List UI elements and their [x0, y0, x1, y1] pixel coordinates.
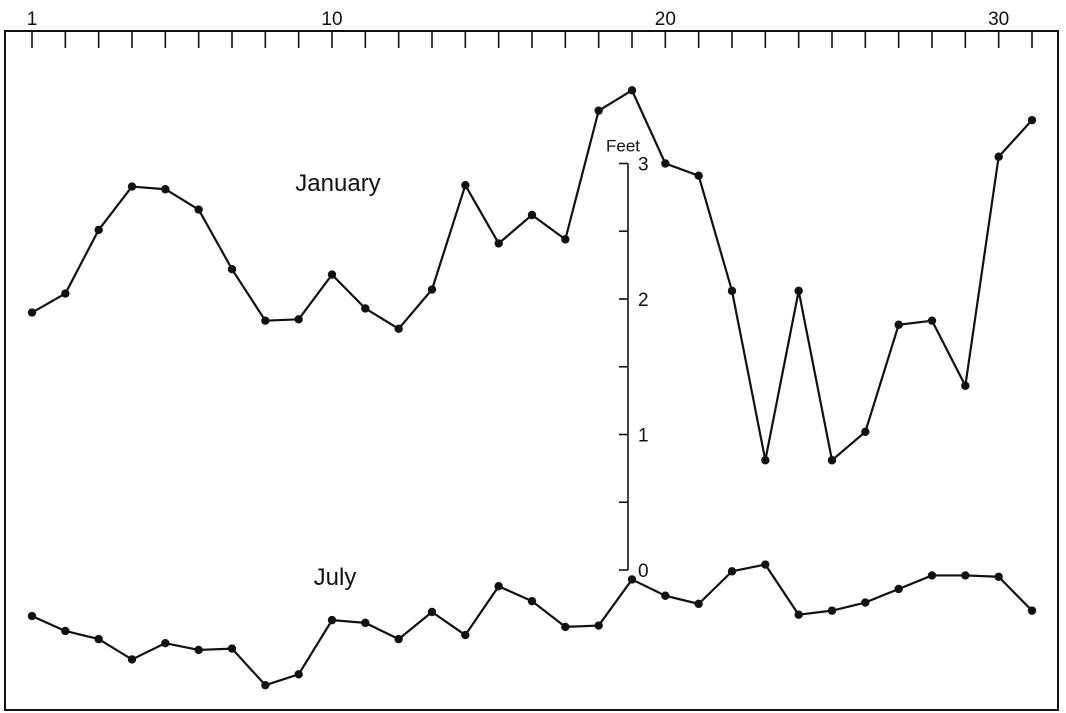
- july-line: [31, 563, 1033, 687]
- january-point: [427, 285, 437, 294]
- july-point: [127, 655, 137, 664]
- january-point: [961, 381, 970, 390]
- july-point: [461, 630, 470, 640]
- january-series-label: January: [295, 170, 380, 197]
- january-point: [27, 308, 37, 317]
- july-point: [561, 622, 570, 632]
- january-point: [561, 235, 570, 244]
- january-point: [261, 316, 270, 325]
- feet-tick-label: 0: [638, 561, 649, 582]
- day-labels: 1 10 20 30: [27, 9, 1010, 30]
- day-label: 20: [655, 9, 676, 30]
- july-point: [27, 611, 37, 621]
- january-point: [894, 320, 903, 329]
- day-label: 10: [321, 9, 342, 30]
- july-point: [894, 584, 903, 594]
- july-point: [427, 607, 437, 617]
- january-point: [361, 304, 370, 313]
- january-point: [761, 456, 770, 465]
- feet-tick-label: 2: [638, 290, 649, 311]
- january-point: [861, 427, 870, 436]
- day-label: 30: [988, 9, 1009, 30]
- january-point: [727, 286, 737, 296]
- july-point: [727, 567, 737, 576]
- july-point: [327, 615, 337, 625]
- january-point: [294, 315, 303, 324]
- january-point: [461, 180, 470, 190]
- series-january: January: [27, 86, 1037, 465]
- chart-frame: [4, 30, 1059, 711]
- january-point: [1027, 115, 1037, 125]
- july-point: [94, 634, 103, 644]
- january-point: [594, 106, 603, 115]
- january-point: [94, 225, 103, 235]
- series-layer: January July: [27, 86, 1037, 690]
- july-point: [794, 610, 803, 619]
- july-point: [261, 680, 270, 690]
- january-point: [227, 264, 237, 274]
- january-point: [61, 289, 70, 298]
- july-point: [761, 560, 770, 569]
- july-point: [294, 670, 303, 679]
- july-point: [161, 638, 170, 648]
- feet-axis: Feet 0 1 2 3: [606, 137, 649, 583]
- feet-tick-label: 1: [638, 426, 649, 447]
- january-point: [127, 182, 137, 191]
- july-point: [494, 582, 503, 591]
- january-point: [694, 171, 703, 180]
- july-point: [1027, 606, 1037, 615]
- january-point: [827, 456, 837, 465]
- feet-tick-label: 3: [638, 155, 649, 176]
- january-point: [927, 316, 937, 325]
- january-point: [794, 286, 803, 296]
- january-point: [627, 86, 637, 95]
- day-ticks: [31, 31, 1033, 48]
- january-point: [394, 324, 403, 334]
- july-point: [594, 621, 603, 630]
- july-point: [827, 606, 837, 615]
- january-point: [161, 185, 170, 194]
- january-point: [494, 239, 503, 248]
- july-point: [961, 571, 970, 580]
- july-point: [361, 618, 370, 628]
- feet-axis-label: Feet: [606, 137, 640, 156]
- series-july: July: [27, 560, 1037, 690]
- july-series-label: July: [314, 564, 357, 591]
- july-point: [394, 634, 403, 644]
- july-point: [927, 571, 937, 580]
- july-point: [694, 599, 703, 609]
- january-point: [994, 152, 1003, 161]
- july-point: [527, 596, 537, 606]
- july-point: [227, 644, 237, 653]
- january-point: [661, 159, 670, 168]
- july-point: [194, 645, 203, 655]
- july-point: [994, 572, 1003, 581]
- january-point: [327, 270, 337, 279]
- july-point: [627, 575, 637, 584]
- july-point: [861, 598, 870, 607]
- january-point: [527, 210, 537, 220]
- january-line: [31, 89, 1033, 462]
- july-point: [61, 626, 70, 636]
- day-label: 1: [27, 9, 38, 30]
- january-point: [194, 205, 203, 214]
- july-point: [661, 591, 670, 600]
